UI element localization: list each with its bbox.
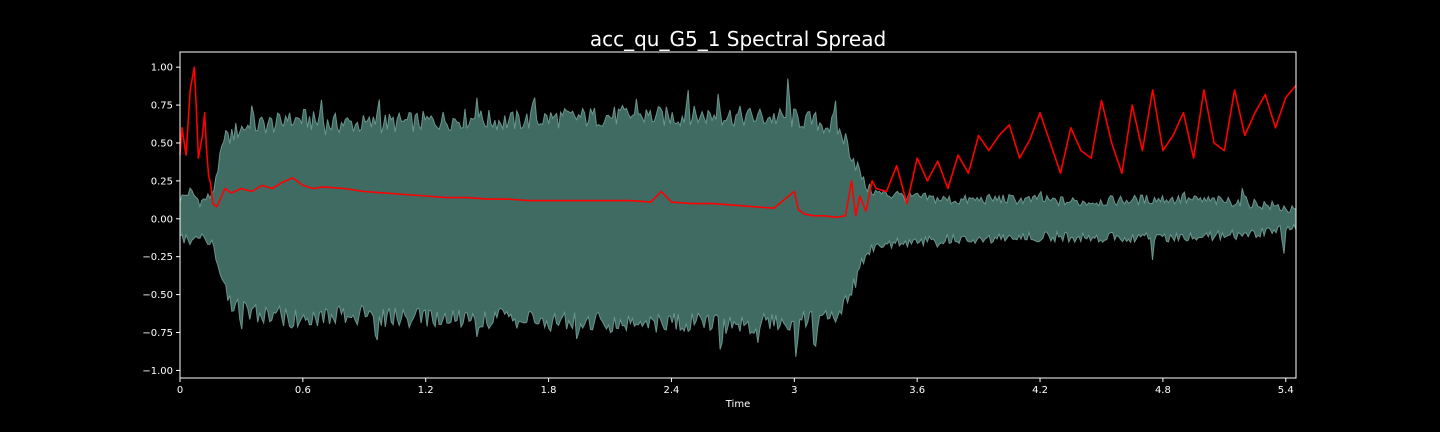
y-tick-label: 1.00 xyxy=(151,63,173,74)
y-tick-label: −0.50 xyxy=(142,290,173,301)
x-tick-label: 0.6 xyxy=(295,385,311,396)
x-tick-label: 3.6 xyxy=(909,385,925,396)
spectral-spread-line xyxy=(179,66,1297,219)
y-tick-label: −0.75 xyxy=(142,328,173,339)
x-axis: 0 0.6 1.2 1.8 2.4 3 3.6 4.2 4.8 5.4 xyxy=(177,378,1294,396)
x-tick-label: 1.8 xyxy=(541,385,557,396)
x-tick-label: 2.4 xyxy=(663,385,679,396)
x-tick-label: 5.4 xyxy=(1278,385,1294,396)
y-tick-label: −1.00 xyxy=(142,366,173,377)
x-tick-label: 3 xyxy=(791,385,797,396)
y-tick-label: 0.50 xyxy=(151,138,173,149)
chart-title: acc_qu_G5_1 Spectral Spread xyxy=(590,27,886,51)
x-tick-label: 1.2 xyxy=(418,385,434,396)
x-tick-label: 4.8 xyxy=(1155,385,1171,396)
x-axis-label: Time xyxy=(725,399,750,410)
plot-frame xyxy=(179,51,1297,379)
y-tick-label: 0.00 xyxy=(151,214,173,225)
y-axis: 1.00 0.75 0.50 0.25 0.00 −0.25 −0.50 −0.75 −1.00 xyxy=(142,63,180,377)
x-tick-label: 0 xyxy=(177,385,183,396)
x-tick-label: 4.2 xyxy=(1032,385,1048,396)
y-tick-label: 0.75 xyxy=(151,101,173,112)
y-tick-label: 0.25 xyxy=(151,176,173,187)
spectral-spread-layer xyxy=(179,66,1297,219)
y-tick-label: −0.25 xyxy=(142,252,173,263)
